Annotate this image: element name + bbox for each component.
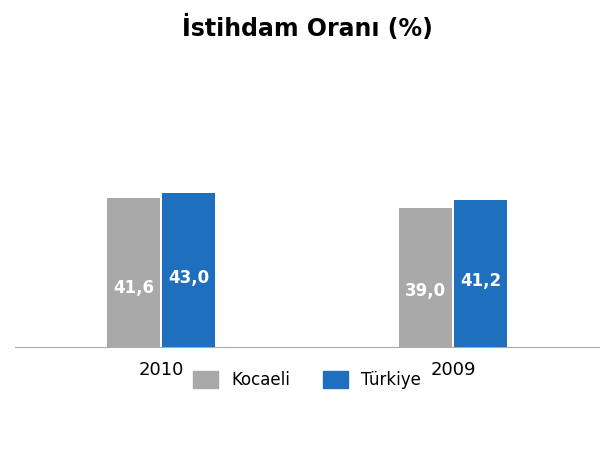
Bar [454,200,507,347]
Bar [399,207,451,347]
Bar [163,194,215,347]
Text: 41,2: 41,2 [460,272,501,290]
Title: İstihdam Oranı (%): İstihdam Oranı (%) [182,15,432,41]
Text: 41,6: 41,6 [113,279,154,297]
Text: 43,0: 43,0 [168,269,209,287]
Text: 39,0: 39,0 [405,282,446,300]
Legend: Kocaeli, Türkiye: Kocaeli, Türkiye [186,364,428,396]
Bar [107,198,160,347]
